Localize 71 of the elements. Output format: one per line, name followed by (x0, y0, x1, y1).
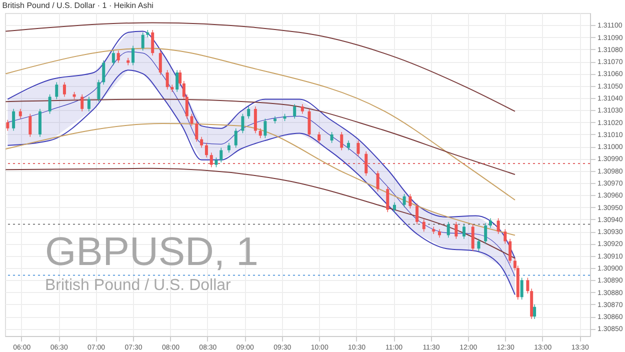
candlestick (484, 222, 488, 244)
candlestick (533, 304, 536, 320)
candlestick (178, 70, 182, 86)
candlestick (392, 202, 396, 212)
candlestick (477, 238, 480, 252)
candlestick (28, 113, 32, 138)
candlestick (116, 50, 120, 64)
candlestick (293, 104, 296, 119)
candlestick (254, 106, 257, 134)
candlestick (264, 118, 267, 138)
candlestick (408, 194, 412, 209)
candlestick (318, 132, 321, 144)
candlestick (520, 277, 524, 300)
candlestick (204, 142, 208, 158)
candlestick (151, 30, 154, 56)
candlestick (200, 136, 204, 148)
candlestick (102, 60, 106, 85)
candlestick (38, 108, 42, 138)
candlestick (504, 228, 507, 244)
candlestick (454, 222, 458, 240)
candlestick (340, 132, 344, 151)
candlestick (195, 120, 198, 142)
line-series (5, 22, 516, 112)
candlestick (526, 277, 530, 294)
annotation: GBPUSD, 1 (45, 230, 258, 274)
candlestick (258, 128, 262, 138)
candlestick (48, 94, 52, 114)
candlestick (234, 128, 238, 148)
candlestick (471, 224, 474, 252)
candlestick (364, 151, 368, 176)
candlestick (62, 82, 66, 98)
candlestick (80, 94, 84, 112)
candlestick (274, 116, 277, 124)
candlestick (12, 108, 16, 132)
candlestick (422, 219, 426, 232)
candlestick (247, 106, 250, 119)
candlestick (300, 104, 304, 114)
line-series (5, 48, 516, 200)
candlestick (308, 108, 311, 138)
candlestick (18, 108, 22, 119)
candlestick (55, 82, 58, 100)
candlestick (214, 157, 218, 168)
candlestick (446, 222, 450, 238)
candlestick (488, 218, 492, 228)
candlestick (346, 140, 350, 151)
candlestick (141, 32, 144, 51)
candlestick (97, 79, 100, 102)
candlestick (6, 120, 10, 132)
chart-title: British Pound / U.S. Dollar · 1 · Heikin Ashi (2, 1, 154, 10)
candlestick (462, 224, 466, 240)
candlestick (508, 238, 512, 264)
candlestick (386, 186, 390, 212)
candlestick (158, 50, 162, 76)
annotation: British Pound / U.S. Dollar (45, 277, 232, 294)
candlestick (402, 194, 406, 208)
candlestick (166, 70, 169, 90)
candlestick (220, 147, 223, 163)
candlestick (416, 203, 419, 225)
candlestick (241, 113, 244, 134)
candlestick (496, 218, 500, 234)
candlestick (176, 70, 179, 92)
candlestick (132, 45, 135, 66)
candlestick (227, 142, 230, 153)
candlestick (356, 140, 360, 157)
line-series (5, 98, 516, 175)
candlestick (376, 170, 380, 192)
candlestick (190, 113, 194, 126)
candlestick (210, 152, 213, 168)
candlestick (112, 50, 115, 66)
candlestick (330, 132, 334, 144)
candlestick (87, 96, 90, 112)
